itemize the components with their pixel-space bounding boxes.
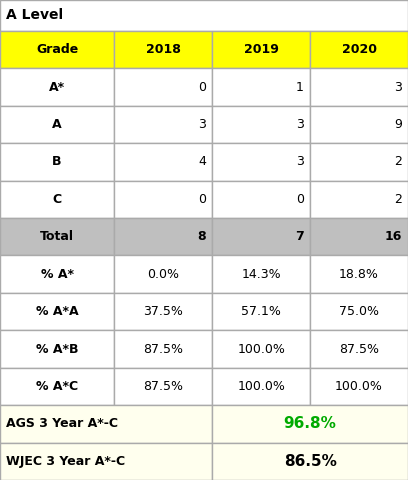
- Bar: [0, 143, 114, 180]
- Text: 4: 4: [198, 156, 206, 168]
- Text: 87.5%: 87.5%: [143, 343, 183, 356]
- Text: 0: 0: [296, 193, 304, 206]
- Bar: [310, 31, 408, 68]
- Text: 75.0%: 75.0%: [339, 305, 379, 318]
- Bar: [0, 330, 114, 368]
- Bar: [0, 31, 114, 68]
- Text: A*: A*: [49, 81, 65, 94]
- Text: 2018: 2018: [146, 43, 181, 56]
- Text: 100.0%: 100.0%: [335, 380, 383, 393]
- Bar: [0, 443, 212, 480]
- Bar: [310, 180, 408, 218]
- Bar: [310, 255, 408, 293]
- Bar: [212, 218, 310, 255]
- Bar: [114, 143, 212, 180]
- Text: 0: 0: [198, 193, 206, 206]
- Bar: [114, 68, 212, 106]
- Text: 2019: 2019: [244, 43, 279, 56]
- Text: B: B: [52, 156, 62, 168]
- Bar: [310, 143, 408, 180]
- Bar: [212, 368, 310, 405]
- Bar: [212, 68, 310, 106]
- Text: AGS 3 Year A*-C: AGS 3 Year A*-C: [6, 418, 118, 431]
- Bar: [212, 255, 310, 293]
- Bar: [212, 180, 310, 218]
- Text: 7: 7: [295, 230, 304, 243]
- Text: 3: 3: [394, 81, 402, 94]
- Text: % A*: % A*: [41, 268, 73, 281]
- Text: 9: 9: [394, 118, 402, 131]
- Bar: [0, 405, 212, 443]
- Text: Total: Total: [40, 230, 74, 243]
- Bar: [212, 143, 310, 180]
- Bar: [310, 106, 408, 143]
- Text: 0: 0: [198, 81, 206, 94]
- Text: 37.5%: 37.5%: [143, 305, 183, 318]
- Text: 100.0%: 100.0%: [237, 343, 285, 356]
- Text: % A*A: % A*A: [36, 305, 78, 318]
- Bar: [0, 180, 114, 218]
- Bar: [310, 293, 408, 330]
- Text: 87.5%: 87.5%: [143, 380, 183, 393]
- Text: 18.8%: 18.8%: [339, 268, 379, 281]
- Text: 100.0%: 100.0%: [237, 380, 285, 393]
- Text: A: A: [52, 118, 62, 131]
- Bar: [114, 218, 212, 255]
- Text: 3: 3: [198, 118, 206, 131]
- Text: C: C: [53, 193, 62, 206]
- Text: 0.0%: 0.0%: [147, 268, 179, 281]
- Text: 2020: 2020: [341, 43, 377, 56]
- Bar: [0, 368, 114, 405]
- Text: Grade: Grade: [36, 43, 78, 56]
- Text: 8: 8: [197, 230, 206, 243]
- Text: % A*B: % A*B: [36, 343, 78, 356]
- Text: 87.5%: 87.5%: [339, 343, 379, 356]
- Bar: [114, 255, 212, 293]
- Text: A Level: A Level: [6, 9, 63, 23]
- Text: WJEC 3 Year A*-C: WJEC 3 Year A*-C: [6, 455, 125, 468]
- Bar: [310, 330, 408, 368]
- Bar: [212, 293, 310, 330]
- Bar: [310, 218, 408, 255]
- Text: 57.1%: 57.1%: [241, 305, 281, 318]
- Bar: [0, 68, 114, 106]
- Bar: [0, 218, 114, 255]
- Bar: [114, 106, 212, 143]
- Text: % A*C: % A*C: [36, 380, 78, 393]
- Bar: [212, 443, 408, 480]
- Bar: [310, 368, 408, 405]
- Bar: [310, 68, 408, 106]
- Text: 14.3%: 14.3%: [241, 268, 281, 281]
- Text: 16: 16: [384, 230, 402, 243]
- Bar: [212, 405, 408, 443]
- Bar: [0, 106, 114, 143]
- Bar: [114, 180, 212, 218]
- Bar: [114, 330, 212, 368]
- Text: 3: 3: [296, 118, 304, 131]
- Bar: [212, 330, 310, 368]
- Text: 1: 1: [296, 81, 304, 94]
- Bar: [114, 293, 212, 330]
- Bar: [212, 106, 310, 143]
- Text: 2: 2: [394, 193, 402, 206]
- Bar: [0, 0, 408, 31]
- Bar: [0, 255, 114, 293]
- Bar: [114, 31, 212, 68]
- Text: 96.8%: 96.8%: [284, 416, 337, 432]
- Text: 2: 2: [394, 156, 402, 168]
- Text: 86.5%: 86.5%: [284, 454, 337, 469]
- Text: 3: 3: [296, 156, 304, 168]
- Bar: [212, 31, 310, 68]
- Bar: [0, 293, 114, 330]
- Bar: [114, 368, 212, 405]
